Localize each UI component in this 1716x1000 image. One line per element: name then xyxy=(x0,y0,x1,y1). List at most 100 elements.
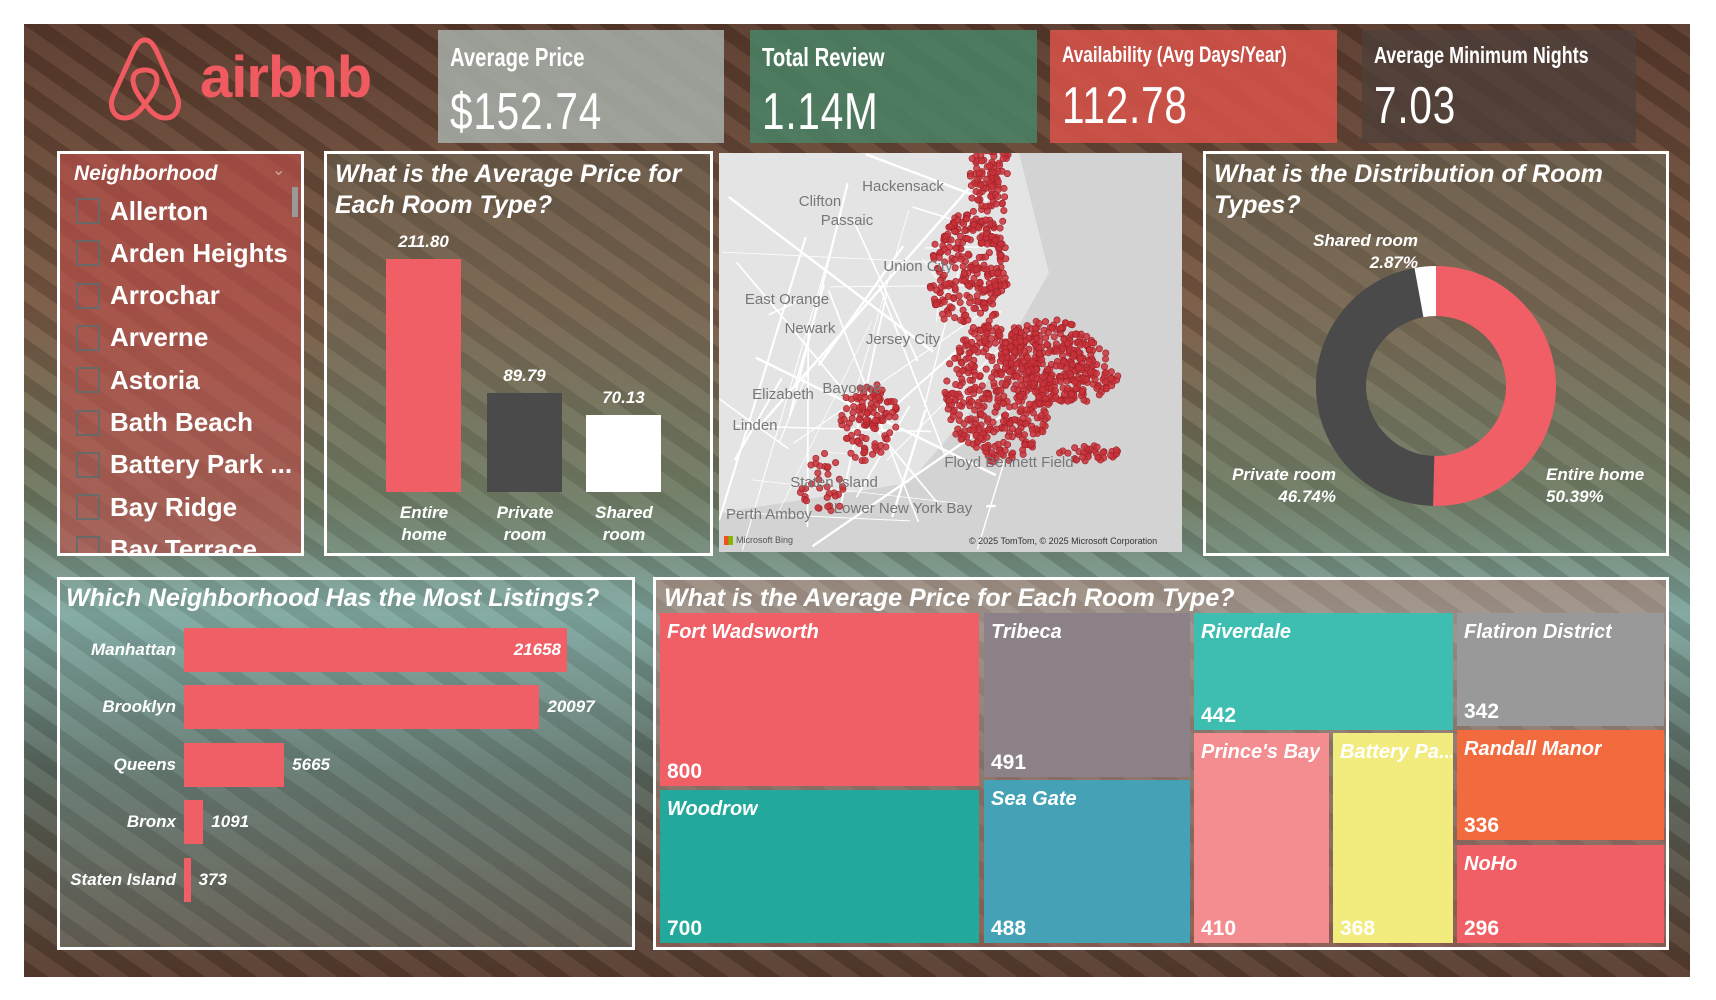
listing-point[interactable] xyxy=(824,503,832,511)
listing-point[interactable] xyxy=(1001,282,1009,290)
listing-point[interactable] xyxy=(997,450,1005,458)
listing-point[interactable] xyxy=(1035,350,1043,358)
listing-point[interactable] xyxy=(1002,339,1010,347)
listing-point[interactable] xyxy=(1021,431,1029,439)
listing-point[interactable] xyxy=(997,371,1005,379)
listing-point[interactable] xyxy=(994,178,1002,186)
listing-point[interactable] xyxy=(954,238,962,246)
listing-point[interactable] xyxy=(1071,444,1079,452)
listing-point[interactable] xyxy=(952,244,960,252)
listing-point[interactable] xyxy=(877,448,885,456)
listing-point[interactable] xyxy=(1108,382,1116,390)
listing-point[interactable] xyxy=(1076,355,1084,363)
listing-point[interactable] xyxy=(1066,371,1074,379)
listing-point[interactable] xyxy=(1016,337,1024,345)
listing-point[interactable] xyxy=(1019,414,1027,422)
listing-point[interactable] xyxy=(1071,378,1079,386)
bar[interactable] xyxy=(184,800,204,844)
listing-point[interactable] xyxy=(1080,442,1088,450)
listing-point[interactable] xyxy=(994,440,1002,448)
listing-point[interactable] xyxy=(868,450,876,458)
treemap-tile[interactable]: NoHo 296 xyxy=(1457,845,1664,943)
listing-point[interactable] xyxy=(1031,324,1039,332)
listing-point[interactable] xyxy=(1048,324,1056,332)
listing-point[interactable] xyxy=(1042,318,1050,326)
listing-point[interactable] xyxy=(882,443,890,451)
listing-point[interactable] xyxy=(1068,361,1076,369)
listing-point[interactable] xyxy=(1021,348,1029,356)
listing-point[interactable] xyxy=(939,310,947,318)
treemap-tile[interactable]: Fort Wadsworth 800 xyxy=(660,613,979,786)
listing-point[interactable] xyxy=(948,304,956,312)
listing-point[interactable] xyxy=(975,253,983,261)
listing-point[interactable] xyxy=(1082,341,1090,349)
listing-point[interactable] xyxy=(839,483,847,491)
listing-point[interactable] xyxy=(835,475,843,483)
listing-point[interactable] xyxy=(994,192,1002,200)
listing-point[interactable] xyxy=(863,383,871,391)
listing-point[interactable] xyxy=(988,182,996,190)
slicer-item[interactable]: Astoria xyxy=(76,363,200,397)
listing-point[interactable] xyxy=(981,286,989,294)
listing-point[interactable] xyxy=(977,309,985,317)
listing-point[interactable] xyxy=(999,417,1007,425)
listing-point[interactable] xyxy=(1063,377,1071,385)
listing-point[interactable] xyxy=(966,293,974,301)
listing-point[interactable] xyxy=(942,232,950,240)
donut-slice[interactable] xyxy=(1433,266,1556,506)
map-canvas[interactable] xyxy=(719,153,1182,552)
listing-point[interactable] xyxy=(853,438,861,446)
treemap-tile[interactable]: Woodrow 700 xyxy=(660,790,979,943)
listing-point[interactable] xyxy=(863,409,871,417)
listing-point[interactable] xyxy=(873,381,881,389)
listing-point[interactable] xyxy=(993,289,1001,297)
listing-point[interactable] xyxy=(1114,372,1122,380)
listing-point[interactable] xyxy=(997,386,1005,394)
listing-point[interactable] xyxy=(982,230,990,238)
listing-point[interactable] xyxy=(848,414,856,422)
listing-point[interactable] xyxy=(979,348,987,356)
listing-point[interactable] xyxy=(993,363,1001,371)
listing-point[interactable] xyxy=(1091,375,1099,383)
listing-point[interactable] xyxy=(859,403,867,411)
bar[interactable] xyxy=(184,685,540,729)
listing-point[interactable] xyxy=(982,253,990,261)
listing-point[interactable] xyxy=(861,393,869,401)
listing-point[interactable] xyxy=(1064,339,1072,347)
listing-point[interactable] xyxy=(1079,453,1087,461)
slicer-item[interactable]: Arrochar xyxy=(76,279,220,313)
listing-point[interactable] xyxy=(803,497,811,505)
listing-point[interactable] xyxy=(951,284,959,292)
listing-point[interactable] xyxy=(964,281,972,289)
listing-point[interactable] xyxy=(999,153,1007,157)
listing-point[interactable] xyxy=(986,162,994,170)
listing-point[interactable] xyxy=(878,386,886,394)
listing-point[interactable] xyxy=(1102,385,1110,393)
listing-point[interactable] xyxy=(1029,430,1037,438)
listing-point[interactable] xyxy=(955,411,963,419)
listing-point[interactable] xyxy=(1093,384,1101,392)
listing-point[interactable] xyxy=(993,402,1001,410)
listing-point[interactable] xyxy=(971,346,979,354)
slicer-item[interactable]: Bath Beach xyxy=(76,406,253,440)
listing-point[interactable] xyxy=(956,393,964,401)
listing-point[interactable] xyxy=(1001,424,1009,432)
listing-point[interactable] xyxy=(945,396,953,404)
listing-point[interactable] xyxy=(1039,428,1047,436)
listing-point[interactable] xyxy=(1009,353,1017,361)
listing-point[interactable] xyxy=(842,394,850,402)
listing-point[interactable] xyxy=(1002,380,1010,388)
bar[interactable] xyxy=(184,858,191,902)
listing-point[interactable] xyxy=(861,456,869,464)
listing-point[interactable] xyxy=(997,251,1005,259)
listing-point[interactable] xyxy=(1013,372,1021,380)
listing-point[interactable] xyxy=(971,260,979,268)
listing-point[interactable] xyxy=(982,216,990,224)
listing-point[interactable] xyxy=(883,435,891,443)
listing-point[interactable] xyxy=(931,240,939,248)
listing-point[interactable] xyxy=(994,394,1002,402)
listing-point[interactable] xyxy=(1002,255,1010,263)
listing-point[interactable] xyxy=(968,338,976,346)
listing-point[interactable] xyxy=(952,380,960,388)
listing-point[interactable] xyxy=(941,258,949,266)
